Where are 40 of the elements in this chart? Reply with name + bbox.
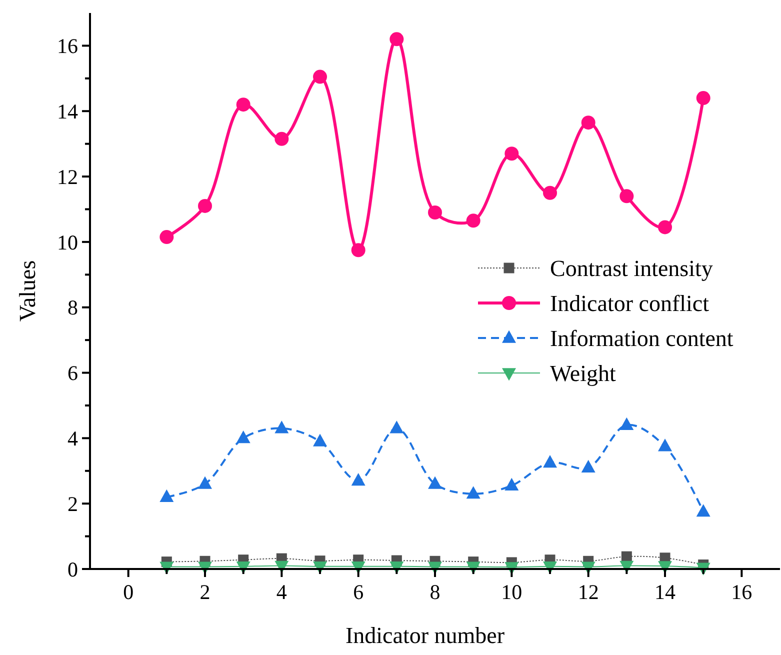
x-tick-label: 2 [200,580,210,604]
x-tick-label: 12 [578,580,599,604]
point [543,186,557,200]
x-tick-label: 14 [654,580,676,604]
point [466,214,480,228]
y-axis-title: Values [15,260,40,322]
point [621,551,632,562]
point [696,91,710,106]
point [236,98,250,112]
x-tick-label: 4 [276,580,288,604]
point [620,189,634,204]
y-tick-label: 2 [68,492,78,516]
point [351,243,366,258]
y-tick-label: 6 [68,361,78,386]
legend-label: Contrast intensity [550,256,714,282]
y-tick-label: 14 [57,99,78,124]
point [581,116,596,130]
point [658,220,672,234]
y-tick-label: 4 [68,426,78,451]
y-tick-label: 12 [57,164,78,189]
point [504,146,519,161]
legend-label: Weight [550,361,616,386]
point [198,198,212,213]
x-tick-label: 10 [501,580,522,604]
x-tick-label: 16 [731,580,752,604]
x-tick-label: 6 [353,580,364,604]
x-tick-label: 0 [123,580,134,604]
x-tick-label: 8 [430,580,440,604]
legend-label: Indicator conflict [550,291,710,316]
x-axis-title: Indicator number [345,623,505,648]
y-tick-label: 8 [68,296,78,320]
point [390,32,404,46]
y-tick-label: 0 [68,557,78,582]
point [428,206,442,220]
y-tick-label: 10 [57,230,78,254]
y-tick-label: 16 [57,34,78,58]
point [313,70,327,84]
legend-label: Information content [550,326,734,352]
point [160,230,174,244]
point [274,132,289,146]
